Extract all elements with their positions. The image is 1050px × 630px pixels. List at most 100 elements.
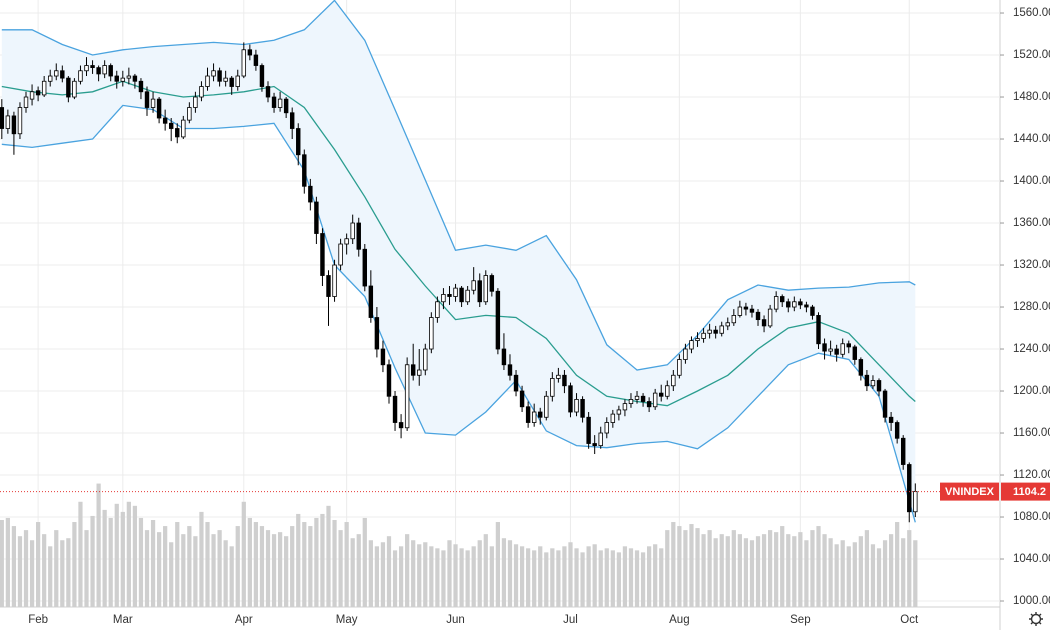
volume-bar <box>235 526 240 607</box>
volume-bar <box>54 530 59 607</box>
volume-bar <box>895 522 900 607</box>
candle-body <box>84 65 89 72</box>
candle-body <box>483 275 488 303</box>
candle-body <box>779 296 785 303</box>
candle-body <box>126 75 132 79</box>
candle-body <box>447 294 452 297</box>
volume-bar <box>332 519 337 607</box>
volume-bar <box>96 483 101 607</box>
candle-body <box>368 285 374 318</box>
x-tick-label: Apr <box>235 614 253 626</box>
candle-body <box>277 98 283 108</box>
candle-body <box>54 70 59 77</box>
candle-body <box>677 359 682 376</box>
candle-body <box>247 49 253 56</box>
candle-body <box>719 325 724 334</box>
volume-bar <box>550 548 555 607</box>
x-tick-label: Sep <box>790 614 810 626</box>
candle-body <box>429 317 434 350</box>
volume-bar <box>132 505 138 607</box>
y-tick-label: 1160.00 <box>1013 427 1050 439</box>
y-tick-label: 1560.00 <box>1013 7 1050 19</box>
volume-bar <box>156 532 162 607</box>
candle-body <box>144 91 150 108</box>
volume-bar <box>628 548 634 607</box>
volume-bar <box>665 530 670 607</box>
volume-bar <box>713 538 718 607</box>
candle-body <box>634 395 640 400</box>
volume-bar <box>465 550 470 607</box>
last-price-badge <box>1001 482 1050 501</box>
volume-bar <box>544 552 549 607</box>
volume-bar <box>568 542 573 607</box>
candle-body <box>525 406 531 423</box>
volume-bar <box>102 509 107 607</box>
volume-bar <box>852 542 857 607</box>
candle-body <box>792 301 797 308</box>
candle-body <box>489 275 495 292</box>
volume-bar <box>774 532 779 607</box>
volume-bar <box>187 526 192 607</box>
y-tick-label: 1520.00 <box>1013 49 1050 61</box>
candle-body <box>217 70 222 82</box>
candle-body <box>828 348 833 352</box>
volume-bar <box>810 530 815 607</box>
candle-body <box>894 422 900 439</box>
volume-bar <box>592 544 597 607</box>
volume-bar <box>689 524 694 607</box>
candle-body <box>907 464 912 513</box>
candle-body <box>864 374 870 387</box>
volume-bar <box>326 505 331 607</box>
candle-body <box>60 70 65 79</box>
y-tick-label: 1000.00 <box>1013 595 1050 607</box>
candle-body <box>265 86 271 98</box>
volume-bar <box>574 548 579 607</box>
settings-icon[interactable] <box>1029 612 1043 626</box>
candle-body <box>550 378 555 397</box>
volume-bar <box>217 530 222 607</box>
volume-bar <box>604 548 609 607</box>
volume-bar <box>737 534 742 607</box>
volume-bar <box>241 501 246 607</box>
candle-body <box>356 222 361 250</box>
candle-body <box>773 296 779 310</box>
candle-body <box>852 346 858 360</box>
volume-bar <box>163 526 168 607</box>
volume-bar <box>792 536 797 607</box>
volume-bar <box>259 526 265 607</box>
volume-bar <box>271 534 277 607</box>
volume-bar <box>60 540 65 607</box>
volume-bar <box>780 526 785 607</box>
candle-body <box>338 243 343 266</box>
candle-body <box>23 96 29 108</box>
volume-bar <box>495 522 500 607</box>
volume-bar <box>701 534 706 607</box>
candle-body <box>695 338 700 342</box>
volume-bar <box>90 515 95 607</box>
x-tick-label: Feb <box>28 614 48 626</box>
volume-bar <box>513 544 519 607</box>
candle-body <box>417 369 422 376</box>
candle-body <box>241 49 247 77</box>
candle-body <box>689 340 694 350</box>
volume-bar <box>840 540 845 607</box>
candle-body <box>900 437 906 465</box>
volume-bar <box>23 530 29 607</box>
candle-body <box>683 348 688 360</box>
candle-body <box>598 432 603 447</box>
volume-bar <box>229 546 234 607</box>
volume-bar <box>265 530 271 607</box>
candle-body <box>725 322 730 327</box>
candle-body <box>162 117 168 124</box>
volume-bar <box>683 530 688 607</box>
volume-bar <box>864 530 870 607</box>
candle-body <box>531 411 537 423</box>
candle-body <box>586 416 591 444</box>
candle-body <box>592 443 597 447</box>
candle-body <box>181 119 186 138</box>
candle-body <box>665 385 670 397</box>
volume-bar <box>405 534 410 607</box>
candle-body <box>544 395 549 418</box>
volume-bar <box>175 522 180 607</box>
